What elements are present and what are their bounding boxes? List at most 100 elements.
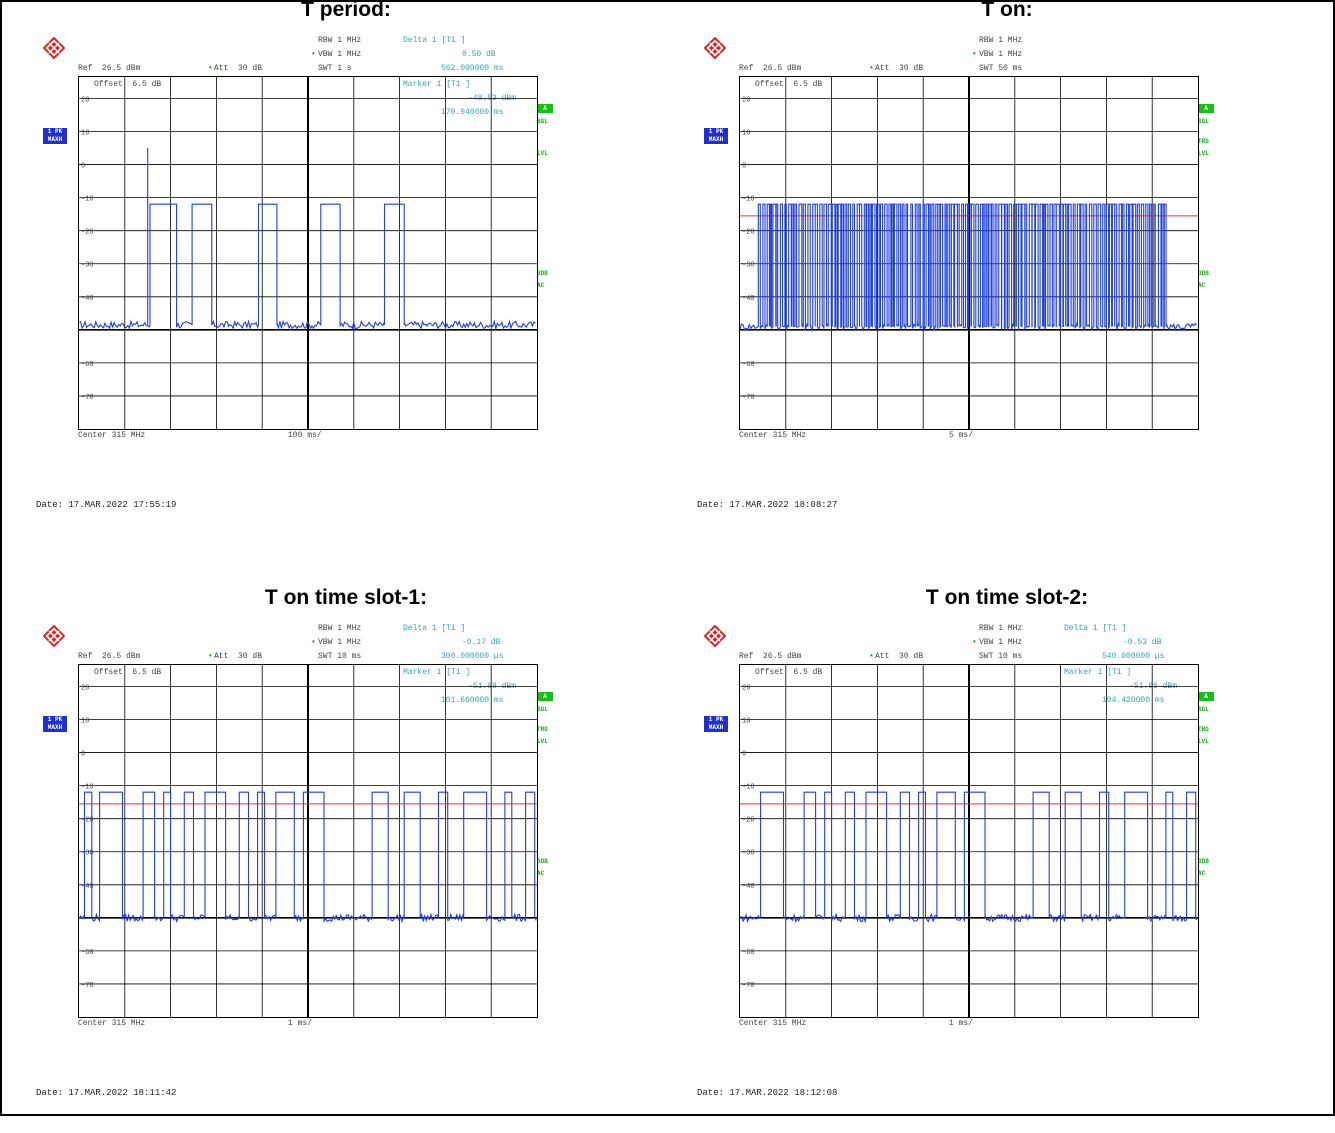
y-tick-label: 20 [742,96,750,104]
trace-badge-line1: 1 PK [47,716,63,723]
y-tick-label: -30 [81,262,94,270]
vbw-label: VBW 1 MHz [979,50,1023,59]
sgl-label: SGL [1198,706,1209,713]
trace-line [79,791,537,924]
y-tick-label: 10 [742,718,750,726]
y-tick-label: 0 [81,163,85,171]
y-tick-label: -20 [742,229,755,237]
plot-area: 20 10 0 -10 -20 -30 -40 -60 -70 [739,664,1199,1018]
y-tick-label: -60 [81,949,94,957]
lvl-label: LVL [1198,738,1209,745]
delta-marker-label: Delta 1 [T1 ] [403,624,466,633]
ref-level-label: Ref 26.5 dBm [78,652,141,661]
y-tick-label: -30 [742,850,755,858]
y-tick-label: -70 [81,982,94,990]
offset-label: Offset 6.5 dB [94,80,162,89]
lvl-label: LVL [537,150,548,157]
y-tick-label: 10 [742,130,750,138]
y-tick-label: 0 [742,163,746,171]
swt-label: SWT 10 ms [979,652,1023,661]
vbw-label: VBW 1 MHz [979,638,1023,647]
vbw-label: VBW 1 MHz [318,638,362,647]
chart-title: T period: [301,0,391,21]
span-label: 100 ms/ [288,431,322,440]
marker-time-value: 170.940000 ms [441,108,504,117]
sgl-label: SGL [537,706,548,713]
center-frequency-label: Center 315 MHz [739,431,807,440]
trace-badge-line2: MAXH [708,136,724,143]
date-label: Date: 17.MAR.2022 18:12:08 [697,1088,838,1098]
att-star: • [208,652,213,661]
y-tick-label: -60 [81,361,94,369]
trace-line [740,791,1198,924]
vbw-label: VBW 1 MHz [318,50,362,59]
trace-badge-line1: 1 PK [708,128,724,135]
delta-db-value: 0.50 dB [462,50,496,59]
y-tick-label: -40 [742,883,755,891]
rbw-label: RBW 1 MHz [979,36,1023,45]
att-star: • [869,64,874,73]
vbw-star: • [311,638,316,647]
lvl-label: LVL [537,738,548,745]
trace-mode-badge: 1 PK MAXH [704,716,728,732]
trace-badge-line1: 1 PK [708,716,724,723]
y-tick-label: -70 [742,982,755,990]
trace-line [79,203,536,331]
delta-time-value: 540.000000 µs [1102,652,1165,661]
vbw-star: • [972,50,977,59]
delta-time-value: 562.000000 ms [441,64,504,73]
y-tick-label: 20 [81,96,89,104]
trg-label: TRG [1198,138,1209,145]
y-tick-label: -70 [742,394,755,402]
ref-level-label: Ref 26.5 dBm [739,652,802,661]
plot-svg: 20 10 0 -10 -20 -30 -40 -60 -70 [79,665,537,1017]
y-tick-label: -60 [742,361,755,369]
plot-svg: 20 10 0 -10 -20 -30 -40 -60 -70 [740,665,1198,1017]
trace-badge-line2: MAXH [47,724,63,731]
trg-label: TRG [1198,726,1209,733]
attenuation-label: Att 30 dB [214,652,263,661]
vbw-star: • [311,50,316,59]
trace-badge-line2: MAXH [708,724,724,731]
rbw-label: RBW 1 MHz [318,36,362,45]
rohde-schwarz-logo [42,36,66,60]
chart-title: T on time slot-1: [264,586,428,609]
status-a-badge: A [537,692,553,701]
y-tick-label: 20 [81,684,89,692]
y-tick-label: 10 [81,130,89,138]
chart-panel: T period: RBW 1 MHz VBW 1 MHz SWT 1 s Ref 26… [36,0,656,545]
y-tick-label: 20 [742,684,750,692]
y-tick-label: -10 [81,784,94,792]
marker-label: Marker 1 [T1 ] [403,668,471,677]
offset-label: Offset 6.5 dB [94,668,162,677]
delta-marker-label: Delta 1 [T1 ] [403,36,466,45]
rohde-schwarz-logo [703,624,727,648]
y-tick-label: -10 [742,784,755,792]
delta-db-value: -0.53 dB [1123,638,1162,647]
span-label: 5 ms/ [949,431,974,440]
marker-label: Marker 1 [T1 ] [403,80,471,89]
plot-svg: 20 10 0 -10 -20 -30 -40 -60 -70 [740,77,1198,429]
sgl-label: SGL [1198,118,1209,125]
y-tick-label: 0 [742,751,746,759]
offset-label: Offset 6.5 dB [755,668,823,677]
y-tick-label: -40 [81,295,94,303]
y-tick-label: -70 [81,394,94,402]
ac-label: AC [537,870,545,877]
marker-time-value: 104.420000 ms [1102,696,1165,705]
swt-label: SWT 10 ms [318,652,362,661]
chart-panel: T on time slot-2: RBW 1 MHz VBW 1 MHz SWT 1… [697,586,1317,1133]
attenuation-label: Att 30 dB [875,64,924,73]
lvl-label: LVL [1198,150,1209,157]
center-frequency-label: Center 315 MHz [78,1019,146,1028]
chart-panel: T on: RBW 1 MHz VBW 1 MHz SWT 50 ms Ref 26.5… [697,0,1317,545]
date-label: Date: 17.MAR.2022 17:55:19 [36,500,177,510]
rbw-label: RBW 1 MHz [318,624,362,633]
rohde-schwarz-logo [42,624,66,648]
y-tick-label: -20 [81,229,94,237]
chart-title: T on time slot-2: [925,586,1089,609]
trace-line [740,203,1197,333]
marker-label: Marker 1 [T1 ] [1064,668,1132,677]
y-tick-label: -10 [742,196,755,204]
swt-label: SWT 1 s [318,64,352,73]
